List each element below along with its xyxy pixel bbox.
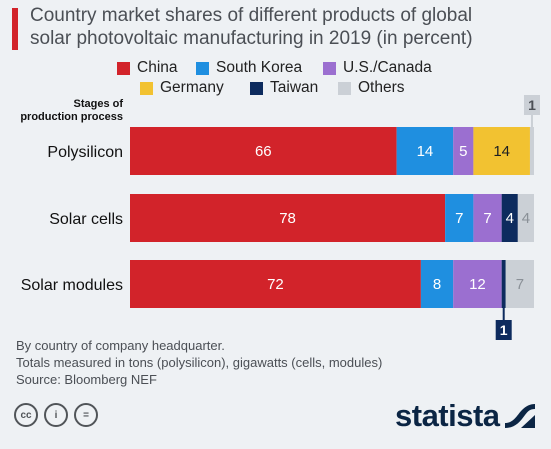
legend-label-south-korea: South Korea [216,59,303,76]
legend-item-germany: Germany [140,78,224,98]
stages-axis-label-line-2: production process [20,111,123,123]
category-label-solar-modules: Solar modules [21,277,123,294]
statista-wordmark: statista [395,398,500,433]
legend-swatch-us-canada [323,61,336,75]
bar-polysilicon-china-value-label: 66 [255,143,272,160]
statista-logo[interactable]: statista [395,398,535,434]
legend-item-others: Others [338,78,405,98]
creative-commons-icon[interactable]: cc [14,403,38,427]
bar-solar-cells-others [517,194,534,242]
bar-solar-cells-taiwan [501,194,518,242]
footnote-line-2: Totals measured in tons (polysilicon), g… [16,355,383,370]
bar-polysilicon-u-s-canada-value-label: 5 [459,143,467,160]
legend-label-germany: Germany [160,79,224,96]
license-icons: cc i = [14,403,98,427]
bar-polysilicon-others-value-label: 1 [528,97,536,113]
legend-label-china: China [137,59,178,76]
bar-polysilicon-others-callout-box [523,95,540,115]
bar-solar-cells-taiwan-value-label: 4 [506,210,514,227]
bar-polysilicon-south-korea [396,127,454,175]
bar-solar-cells-u-s-canada-value-label: 7 [483,210,491,227]
category-label-solar-cells: Solar cells [49,211,123,228]
bar-solar-cells-others-value-label: 4 [522,210,530,227]
chart-title-line-1: Country market shares of different produ… [30,5,473,26]
bar-solar-modules-taiwan-callout-box [495,320,512,340]
footnote: By country of company headquarter. Total… [16,337,382,388]
legend-swatch-germany [140,81,153,95]
bar-polysilicon-south-korea-value-label: 14 [417,143,434,160]
bar-solar-cells-south-korea-value-label: 7 [455,210,463,227]
chart-title-line-2: solar photovoltaic manufacturing in 2019… [30,28,473,49]
bar-solar-modules-china [130,260,421,308]
bar-polysilicon-others [529,127,534,175]
category-label-polysilicon: Polysilicon [47,144,123,161]
legend-label-others: Others [358,79,405,96]
chart-title: Country market shares of different produ… [30,4,540,50]
bar-solar-cells-u-s-canada [473,194,502,242]
attribution-icon[interactable]: i [44,403,68,427]
statista-mark-icon [504,404,535,428]
stages-axis-label: Stages of production process [0,98,123,124]
legend-label-us-canada: U.S./Canada [343,59,432,76]
bar-solar-cells-china-value-label: 78 [279,210,296,227]
footnote-line-1: By country of company headquarter. [16,338,225,353]
legend-swatch-china [117,61,130,75]
bar-solar-modules-china-value-label: 72 [267,276,284,293]
bar-solar-modules-others [505,260,534,308]
bar-solar-modules-south-korea [420,260,454,308]
no-derivatives-icon[interactable]: = [74,403,98,427]
legend-row-1: China South Korea U.S./Canada [0,58,551,78]
legend-swatch-taiwan [250,81,263,95]
legend-item-us-canada: U.S./Canada [323,58,432,78]
legend-swatch-south-korea [196,61,209,75]
bar-solar-cells-china [130,194,446,242]
title-accent-bar [12,8,18,50]
bar-polysilicon-germany [473,127,530,175]
bar-solar-modules-south-korea-value-label: 8 [433,276,441,293]
bar-solar-cells-south-korea [445,194,474,242]
bar-polysilicon-china [130,127,397,175]
legend-swatch-others [338,81,351,95]
legend-item-china: China [117,58,178,78]
bar-polysilicon-germany-value-label: 14 [493,143,510,160]
bar-polysilicon-u-s-canada [453,127,474,175]
legend-item-taiwan: Taiwan [250,78,318,98]
bar-solar-modules-u-s-canada [453,260,502,308]
legend-label-taiwan: Taiwan [270,79,319,96]
footnote-source: Source: Bloomberg NEF [16,372,157,387]
legend-item-south-korea: South Korea [196,58,302,78]
legend-row-2: Germany Taiwan Others [0,78,551,98]
bar-solar-modules-taiwan [501,260,506,308]
bar-solar-modules-others-value-label: 7 [516,276,524,293]
bar-solar-modules-taiwan-value-label: 1 [500,322,508,338]
stages-axis-label-line-1: Stages of [73,98,123,110]
bar-solar-modules-u-s-canada-value-label: 12 [469,276,486,293]
